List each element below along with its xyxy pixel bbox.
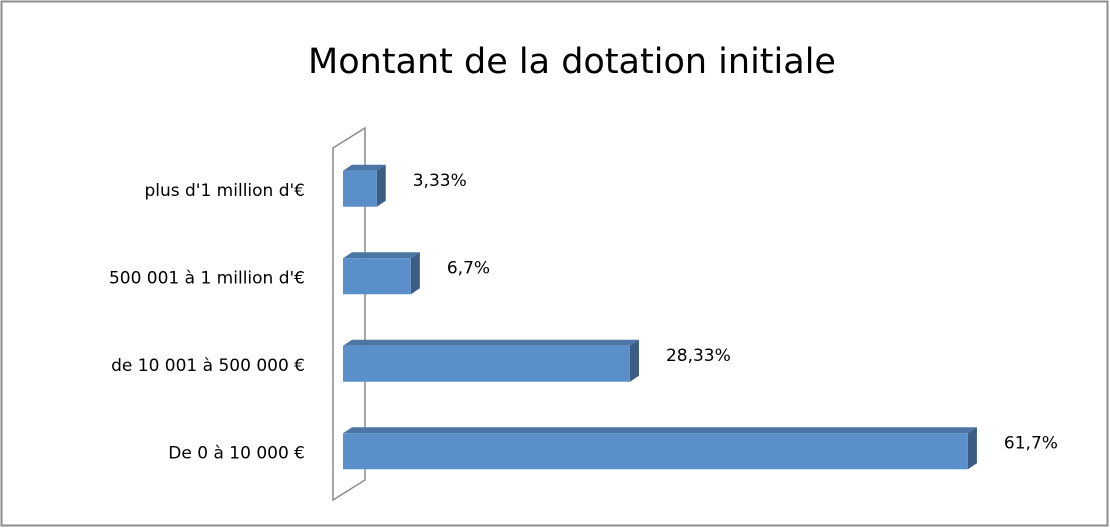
y-tick-label: de 10 001 à 500 000 € bbox=[111, 356, 305, 376]
bar-top bbox=[343, 164, 386, 171]
bar-top bbox=[343, 252, 420, 259]
bar-side bbox=[410, 252, 420, 295]
bar bbox=[343, 427, 977, 470]
bar-side bbox=[629, 339, 639, 382]
y-tick-label: plus d'1 million d'€ bbox=[144, 181, 305, 201]
bar-front bbox=[343, 258, 411, 295]
plot-area bbox=[343, 164, 977, 470]
data-label: 6,7% bbox=[447, 258, 490, 278]
bar-side bbox=[376, 164, 386, 207]
back-wall bbox=[332, 126, 366, 502]
bar-front bbox=[343, 170, 377, 207]
data-label: 28,33% bbox=[666, 346, 731, 366]
data-label: 61,7% bbox=[1004, 433, 1058, 453]
bar-top bbox=[343, 427, 977, 434]
bar-front bbox=[343, 345, 630, 382]
y-tick-label: 500 001 à 1 million d'€ bbox=[109, 268, 305, 288]
bar-front bbox=[343, 433, 968, 470]
bar-top bbox=[343, 339, 639, 346]
bar-side bbox=[967, 427, 977, 470]
bar bbox=[343, 339, 639, 382]
chart-title: Montant de la dotation initiale bbox=[308, 42, 836, 82]
bar bbox=[343, 164, 386, 207]
data-label: 3,33% bbox=[413, 171, 467, 191]
y-tick-label: De 0 à 10 000 € bbox=[168, 443, 305, 463]
bar bbox=[343, 252, 420, 295]
